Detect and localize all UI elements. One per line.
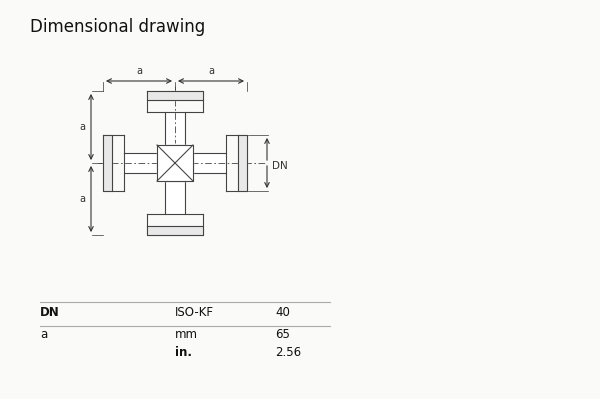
Polygon shape — [157, 145, 193, 181]
Text: ISO-KF: ISO-KF — [175, 306, 214, 319]
Text: 2.56: 2.56 — [275, 346, 301, 359]
Text: a: a — [40, 328, 47, 341]
Text: 65: 65 — [275, 328, 290, 341]
Text: Dimensional drawing: Dimensional drawing — [30, 18, 205, 36]
Text: in.: in. — [175, 346, 192, 359]
Text: DN: DN — [40, 306, 60, 319]
Text: a: a — [79, 194, 85, 204]
Polygon shape — [193, 153, 226, 173]
Polygon shape — [165, 181, 185, 214]
Polygon shape — [103, 135, 112, 191]
Polygon shape — [147, 91, 203, 100]
Text: a: a — [208, 66, 214, 76]
Text: DN: DN — [272, 161, 288, 171]
Polygon shape — [238, 135, 247, 191]
Text: 40: 40 — [275, 306, 290, 319]
Text: a: a — [136, 66, 142, 76]
Polygon shape — [165, 112, 185, 145]
Polygon shape — [147, 226, 203, 235]
Polygon shape — [124, 153, 157, 173]
Text: mm: mm — [175, 328, 198, 341]
Text: a: a — [79, 122, 85, 132]
